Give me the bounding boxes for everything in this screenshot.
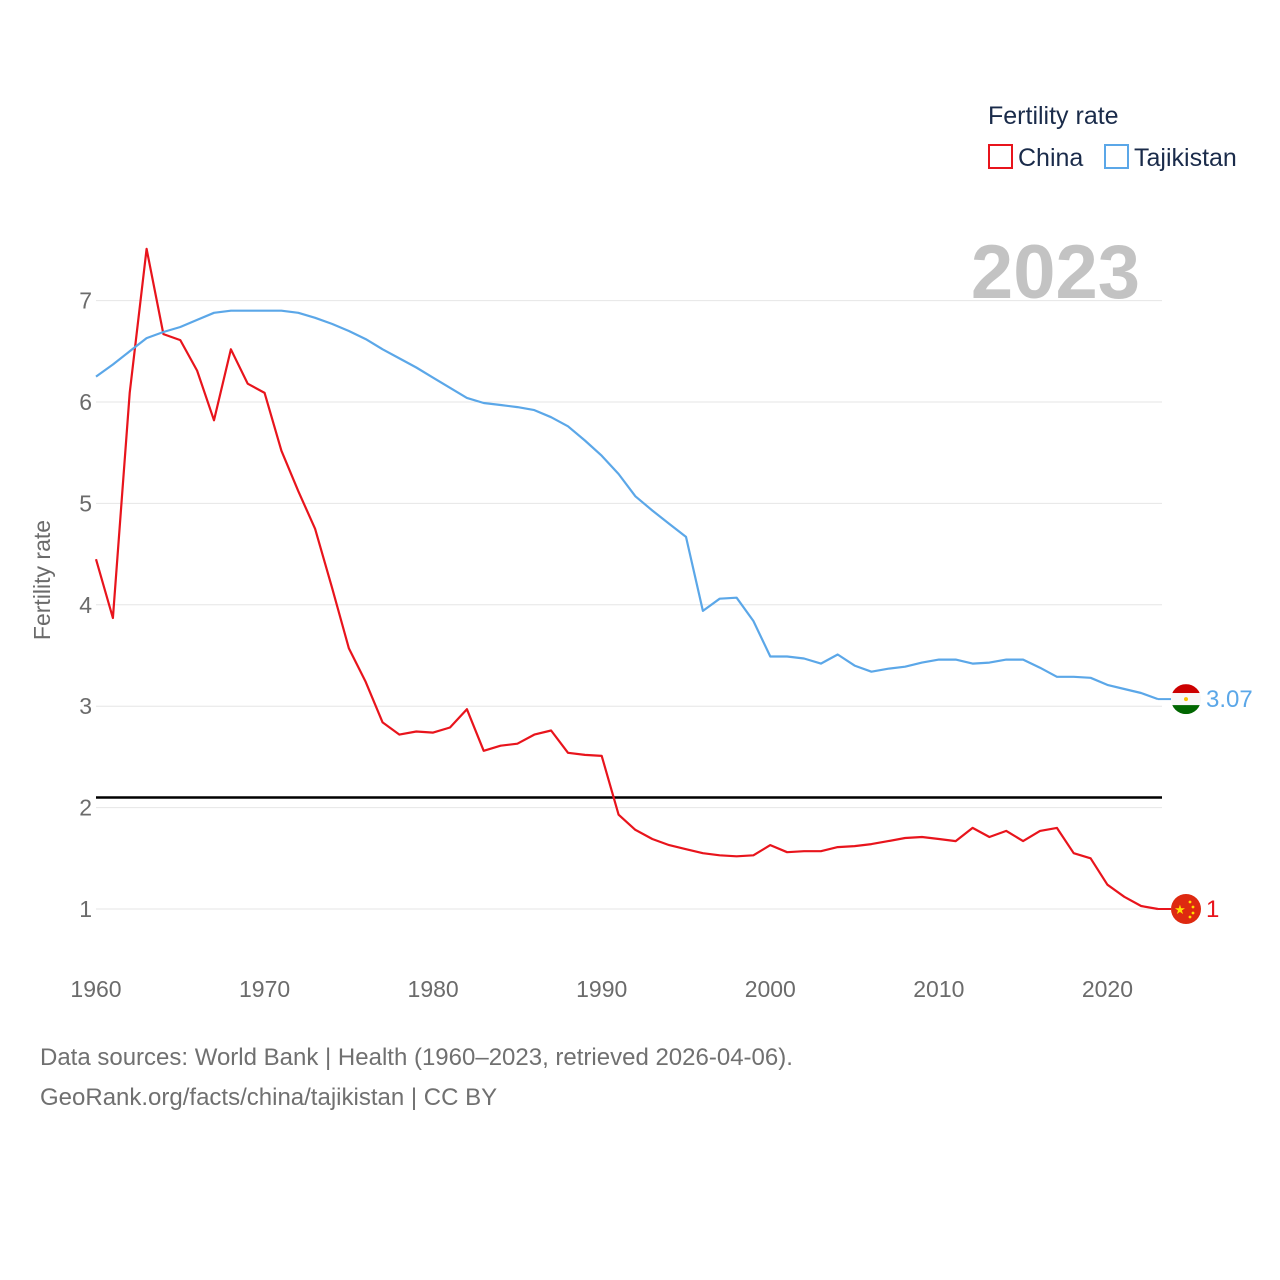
flag-china-small-star-0 <box>1188 900 1192 904</box>
y-tick-label-7: 7 <box>79 288 92 314</box>
x-tick-label-1970: 1970 <box>239 976 290 1002</box>
flag-tajikistan-red-band <box>1171 684 1201 694</box>
y-tick-label-2: 2 <box>79 795 92 821</box>
flag-china-icon <box>1171 894 1201 924</box>
x-tick-label-2000: 2000 <box>745 976 796 1002</box>
series-line-tajikistan[interactable] <box>95 309 1159 701</box>
y-tick-label-6: 6 <box>79 389 92 415</box>
y-tick-label-4: 4 <box>79 592 92 618</box>
y-tick-label-5: 5 <box>79 490 92 516</box>
footer-sources: Data sources: World Bank | Health (1960–… <box>40 1044 793 1071</box>
x-tick-label-2020: 2020 <box>1082 976 1133 1002</box>
y-tick-label-1: 1 <box>79 896 92 922</box>
end-labels: ★ 1 3.07 <box>1158 684 1253 924</box>
series-line-china[interactable] <box>94 247 1159 911</box>
flag-tajikistan-green-band <box>1171 705 1201 715</box>
x-axis: 1960 1970 1980 1990 2000 2010 2020 <box>70 976 1133 1002</box>
legend-title: Fertility rate <box>988 102 1119 130</box>
gridlines <box>96 300 1162 910</box>
x-tick-label-2010: 2010 <box>913 976 964 1002</box>
x-tick-label-1980: 1980 <box>408 976 459 1002</box>
flag-china-small-star-1 <box>1191 905 1195 909</box>
end-label-china: 1 <box>1206 896 1219 923</box>
series-layer <box>94 247 1159 911</box>
footer-attribution[interactable]: GeoRank.org/facts/china/tajikistan | CC … <box>40 1084 498 1111</box>
year-stamp: 2023 <box>971 230 1140 315</box>
x-tick-label-1960: 1960 <box>70 976 121 1002</box>
y-axis-title: Fertility rate <box>29 520 55 640</box>
legend-item-tajikistan[interactable]: Tajikistan <box>1104 144 1237 172</box>
flag-tajikistan-crown <box>1184 697 1188 702</box>
x-tick-label-1990: 1990 <box>576 976 627 1002</box>
legend-label-china: China <box>1018 144 1083 172</box>
flag-china-star-icon: ★ <box>1174 902 1186 917</box>
legend-item-china[interactable]: China <box>988 144 1083 172</box>
legend-label-tajikistan: Tajikistan <box>1134 144 1237 172</box>
flag-china-small-star-2 <box>1191 911 1195 915</box>
legend[interactable]: Fertility rate China Tajikistan <box>988 102 1237 172</box>
y-axis: 1 2 3 4 5 6 7 <box>79 288 92 922</box>
legend-swatch-tajikistan <box>1104 144 1129 169</box>
flag-china-small-star-3 <box>1188 915 1192 919</box>
end-label-tajikistan: 3.07 <box>1206 686 1253 713</box>
legend-swatch-china <box>988 144 1013 169</box>
y-tick-label-3: 3 <box>79 693 92 719</box>
flag-tajikistan-icon <box>1171 684 1201 715</box>
fertility-chart: 1 2 3 4 5 6 7 1960 1970 1980 1990 2000 2010 2020 Fer… <box>29 102 1253 1002</box>
